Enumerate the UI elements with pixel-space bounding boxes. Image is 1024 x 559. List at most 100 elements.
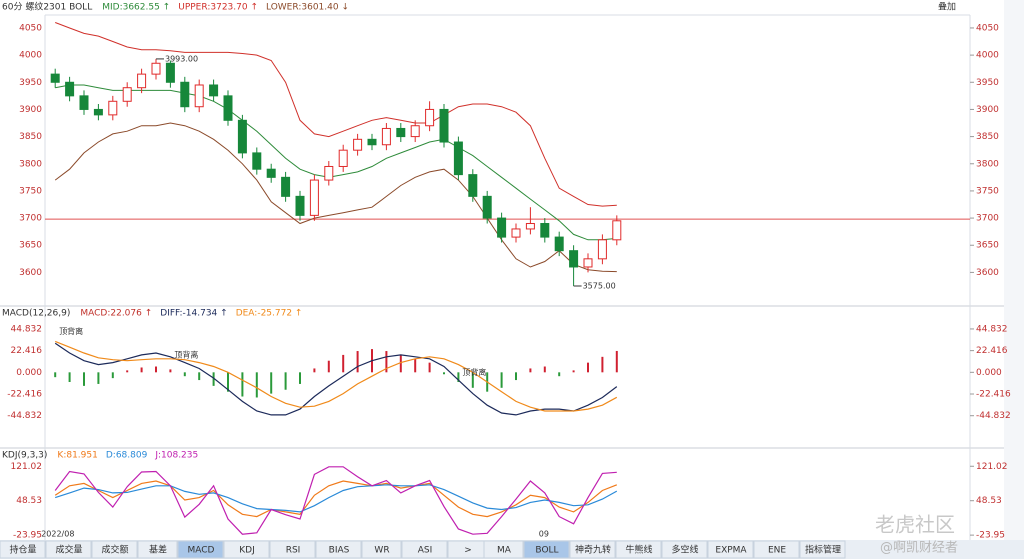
y-tick-label: 0.000 — [16, 368, 42, 378]
candle-body — [367, 138, 377, 146]
candle-body — [237, 119, 247, 154]
tab-label[interactable]: RSI — [286, 546, 301, 556]
tab-label[interactable]: 成交量 — [55, 544, 82, 556]
tab-label[interactable]: 持仓量 — [9, 544, 36, 556]
tab[interactable] — [91, 540, 138, 559]
y-tick-label: -23.95 — [13, 531, 42, 541]
x-tick-label: 2022/08 — [41, 530, 74, 539]
tab[interactable] — [223, 540, 270, 559]
candle-body — [597, 239, 607, 260]
legend-entry: DEA:-25.772 ↑ — [236, 309, 303, 319]
tab[interactable] — [523, 540, 570, 559]
tab-label[interactable]: EXPMA — [715, 546, 747, 556]
candle-body — [295, 195, 305, 216]
tab-label[interactable]: 成交额 — [101, 544, 128, 556]
annotation: 顶背离 — [174, 349, 198, 359]
tab[interactable] — [615, 540, 662, 559]
tab-label[interactable]: > — [464, 546, 472, 556]
y-tick-label: 44.832 — [11, 324, 43, 334]
candle-body — [569, 250, 579, 268]
indicator-line — [54, 466, 617, 535]
macd-line — [54, 342, 618, 416]
tab[interactable] — [661, 540, 708, 559]
y-tick-label: 3700 — [19, 214, 42, 224]
tab[interactable] — [401, 540, 448, 559]
y-tick-label: 4000 — [976, 51, 999, 61]
tab-label[interactable]: ASI — [418, 546, 433, 556]
tab-label[interactable]: MA — [497, 546, 512, 556]
legend-entry: LOWER:3601.40 ↓ — [266, 3, 349, 13]
candle-body — [309, 179, 319, 216]
candle-body — [497, 217, 507, 238]
tab-label[interactable]: 多空线 — [671, 544, 698, 556]
tab-label[interactable]: ENE — [768, 546, 786, 556]
y-tick-label: -22.416 — [976, 390, 1011, 400]
candle-body — [338, 149, 348, 167]
y-tick-label: -44.832 — [7, 411, 42, 421]
tab[interactable] — [361, 540, 402, 559]
tab[interactable] — [315, 540, 362, 559]
tab[interactable] — [269, 540, 316, 559]
tab[interactable] — [799, 540, 846, 559]
annotation: 3575.00 — [583, 281, 616, 290]
tab-label[interactable]: KDJ — [239, 546, 255, 556]
y-tick-label: 3900 — [976, 105, 999, 115]
pane-title: KDJ(9,3,3) — [2, 451, 47, 461]
tab-label[interactable]: 指标管理 — [805, 544, 841, 556]
x-tick-label: 09 — [539, 530, 549, 539]
candle-body — [540, 223, 550, 238]
tab[interactable] — [0, 540, 46, 559]
tab[interactable] — [707, 540, 754, 559]
candle-body — [180, 81, 190, 108]
tab-label[interactable]: BOLL — [535, 546, 558, 556]
legend-entry: UPPER:3723.70 ↑ — [178, 3, 258, 13]
candle-body — [93, 108, 103, 116]
y-tick-label: 4050 — [19, 23, 42, 33]
candle-body — [453, 141, 463, 176]
y-tick-label: -22.416 — [7, 390, 42, 400]
annotation: 顶背离 — [59, 326, 83, 336]
candle-body — [482, 195, 492, 219]
watermark: @啊凯财经者 — [880, 541, 958, 556]
candle-body — [137, 73, 147, 89]
tab-label[interactable]: BIAS — [329, 546, 350, 556]
band-line — [55, 84, 617, 241]
candle-body — [108, 100, 118, 116]
candle-body — [209, 84, 219, 97]
tab-label[interactable]: MACD — [188, 546, 215, 556]
candle-body — [252, 152, 262, 170]
y-tick-label: 48.53 — [976, 496, 1002, 506]
y-tick-label: 3900 — [19, 105, 42, 115]
tab[interactable] — [177, 540, 224, 559]
y-tick-label: 3800 — [19, 159, 42, 169]
tab[interactable] — [483, 540, 524, 559]
band-line — [54, 122, 617, 273]
y-tick-label: -44.832 — [976, 411, 1011, 421]
tab-label[interactable]: 牛熊线 — [625, 544, 652, 556]
legend-entry: DIFF:-14.734 ↑ — [160, 309, 227, 319]
tab[interactable] — [569, 540, 616, 559]
candle-body — [65, 81, 75, 97]
candle-body — [122, 87, 132, 102]
tab[interactable] — [137, 540, 178, 559]
y-tick-label: 3850 — [976, 132, 999, 142]
annotation: 3993.00 — [165, 54, 198, 63]
top-right-button[interactable]: 叠加 — [938, 2, 956, 13]
candle-body — [165, 62, 175, 83]
candle-body — [281, 176, 291, 197]
tab-label[interactable]: 神奇九转 — [575, 544, 611, 556]
tab[interactable] — [45, 540, 92, 559]
candle-body — [511, 228, 521, 238]
y-tick-label: 3650 — [976, 241, 999, 251]
candle-body — [151, 62, 161, 75]
tab-label[interactable]: WR — [374, 546, 389, 556]
y-tick-label: 121.02 — [11, 462, 43, 472]
candle-body — [525, 223, 535, 230]
annotation: 顶背离 — [462, 367, 486, 377]
candle-body — [50, 73, 60, 83]
tab-label[interactable]: 基差 — [149, 544, 167, 556]
candle-body — [396, 127, 406, 138]
tab[interactable] — [753, 540, 800, 559]
